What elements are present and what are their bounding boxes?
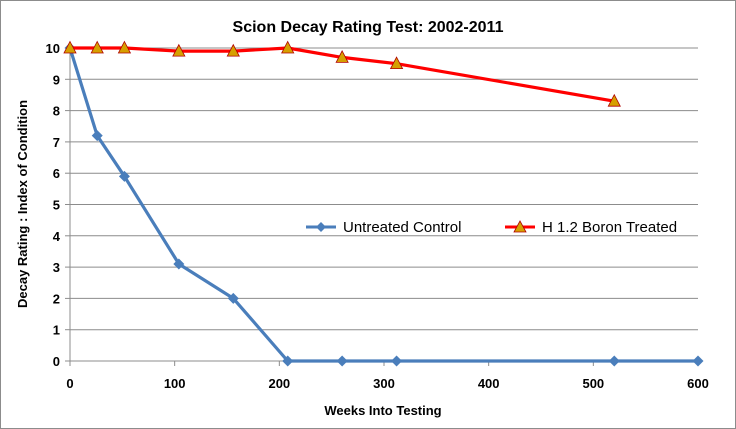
data-point-diamond	[391, 355, 403, 367]
x-tick-label: 600	[687, 376, 709, 391]
chart-title: Scion Decay Rating Test: 2002-2011	[233, 19, 504, 36]
y-tick-label: 4	[53, 229, 61, 244]
y-tick-label: 6	[53, 166, 60, 181]
legend-entry-untreated-control: Untreated Control	[306, 219, 461, 236]
y-tick-label: 8	[53, 104, 60, 119]
data-point-diamond	[608, 355, 620, 367]
x-tick-label: 500	[582, 376, 604, 391]
legend-label-untreated-control: Untreated Control	[343, 219, 461, 236]
y-tick-label: 2	[53, 291, 60, 306]
data-point-diamond	[336, 355, 348, 367]
y-tick-label: 1	[53, 323, 60, 338]
data-point-diamond	[692, 355, 704, 367]
axes	[65, 47, 699, 366]
series-untreated-control	[64, 42, 704, 367]
legend-entry-boron-treated: H 1.2 Boron Treated	[505, 219, 677, 236]
series-layer	[63, 40, 704, 367]
x-tick-label: 200	[268, 376, 290, 391]
data-point-triangle	[63, 40, 77, 54]
data-point-triangle	[172, 43, 186, 57]
legend-label-boron-treated: H 1.2 Boron Treated	[542, 219, 677, 236]
series-line	[68, 47, 698, 363]
gridlines	[70, 47, 698, 331]
legend: Untreated Control H 1.2 Boron Treated	[306, 219, 677, 236]
y-tick-label: 10	[46, 41, 60, 56]
y-axis-title: Decay Rating : Index of Condition	[15, 100, 30, 308]
y-tick-label: 0	[53, 354, 60, 369]
data-point-diamond	[173, 258, 185, 270]
data-point-triangle	[281, 40, 295, 54]
x-axis-title: Weeks Into Testing	[324, 403, 441, 418]
x-tick-label: 100	[164, 376, 186, 391]
data-point-diamond	[227, 292, 239, 304]
data-point-diamond	[118, 170, 130, 182]
data-point-triangle	[389, 56, 404, 70]
data-point-triangle	[226, 43, 240, 57]
x-tick-label: 0	[66, 376, 73, 391]
data-point-triangle	[335, 50, 349, 63]
data-point-triangle	[90, 40, 104, 54]
y-tick-label: 3	[53, 260, 60, 275]
legend-marker-diamond	[316, 222, 326, 232]
y-tick-label: 9	[53, 72, 60, 87]
legend-marker-triangle	[513, 220, 527, 233]
y-tick-label: 7	[53, 135, 60, 150]
data-point-diamond	[91, 130, 103, 142]
data-point-triangle	[607, 93, 621, 107]
series-boron-treated	[63, 40, 621, 107]
y-tick-label: 5	[53, 198, 60, 213]
x-tick-label: 300	[373, 376, 395, 391]
data-point-triangle	[117, 40, 132, 54]
x-tick-label: 400	[478, 376, 500, 391]
data-point-diamond	[282, 355, 294, 367]
